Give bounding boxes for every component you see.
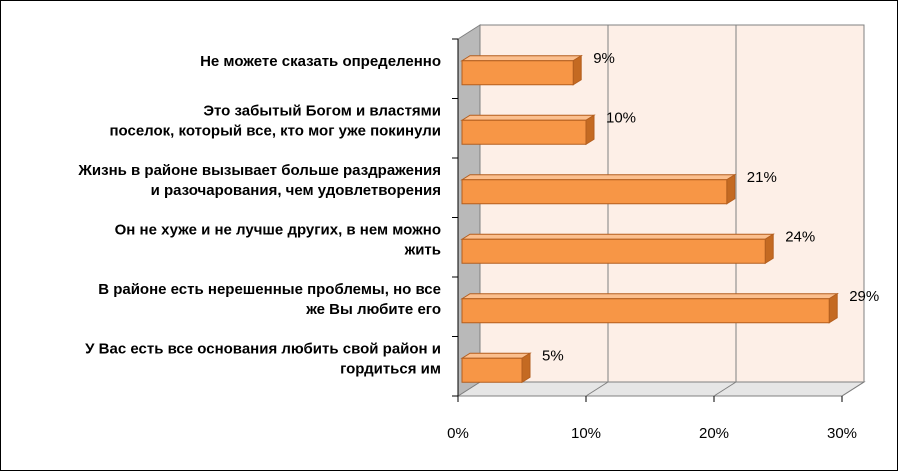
category-label-line: гордиться им (340, 360, 441, 377)
data-label: 5% (542, 347, 564, 364)
floor-gridline (713, 381, 737, 397)
bar-front (461, 119, 587, 145)
category-label-line: Он не хуже и не лучше других, в нем можн… (115, 221, 441, 238)
chart-bars (460, 54, 839, 384)
bar-side (726, 173, 736, 205)
category-label-line: и разочарования, чем удовлетворения (151, 182, 441, 199)
x-tick-label: 0% (447, 425, 469, 442)
category-label-line: Не можете сказать определенно (200, 53, 441, 70)
category-label-line: У Вас есть все основания любить свой рай… (85, 340, 441, 357)
category-label-line: Это забытый Богом и властями (203, 102, 441, 119)
chart-category-labels: Не можете сказать определенно Это забытый… (77, 53, 441, 378)
x-tick-label: 20% (699, 425, 729, 442)
category-label: У Вас есть все основания любить свой рай… (85, 340, 441, 377)
chart-data-labels: 9% 10% 21% 24% 29% 5% (542, 50, 879, 365)
bar-side (585, 114, 595, 146)
x-tick-label: 30% (827, 425, 857, 442)
floor-gridline (585, 381, 609, 397)
bar-front (461, 357, 523, 383)
category-label-line: поселок, который все, кто мог уже покину… (109, 122, 441, 139)
data-label: 29% (849, 288, 879, 305)
x-tick-label: 10% (571, 425, 601, 442)
bar-front (461, 60, 574, 86)
category-label-line: жить (404, 241, 441, 258)
bar (460, 173, 737, 205)
bar-top (460, 114, 596, 121)
data-label: 21% (747, 169, 777, 186)
bar-top (460, 174, 737, 181)
floor (456, 381, 866, 397)
bar-side (521, 352, 531, 384)
bar-side (572, 54, 582, 86)
bar-top (460, 293, 839, 300)
bar (460, 233, 775, 265)
category-label: Жизнь в районе вызывает больше раздражен… (77, 162, 441, 199)
bar-front (461, 179, 728, 205)
data-label: 24% (785, 228, 815, 245)
bar-front (461, 298, 830, 324)
bar (460, 352, 532, 384)
bar-front (461, 238, 766, 264)
bar-top (460, 233, 775, 240)
category-label-line: же Вы любите его (305, 301, 441, 318)
category-label-line: В районе есть нерешенные проблемы, но вс… (98, 281, 441, 298)
data-label: 9% (593, 50, 615, 67)
floor-gridline (841, 381, 865, 397)
chart-x-ticks: 0% 10% 20% 30% (447, 425, 857, 442)
category-label-line: Жизнь в районе вызывает больше раздражен… (77, 162, 441, 179)
bar (460, 54, 583, 86)
category-label: Он не хуже и не лучше других, в нем можн… (115, 221, 441, 258)
category-label: Это забытый Богом и властями поселок, кот… (109, 102, 441, 139)
category-label: Не можете сказать определенно (200, 53, 441, 70)
category-label: В районе есть нерешенные проблемы, но вс… (98, 281, 441, 318)
bar-top (460, 352, 532, 359)
bar-top (460, 55, 583, 62)
bar-side (828, 292, 838, 324)
bar (460, 114, 596, 146)
data-label: 10% (606, 109, 636, 126)
bar-side (764, 233, 774, 265)
bar (460, 292, 839, 324)
